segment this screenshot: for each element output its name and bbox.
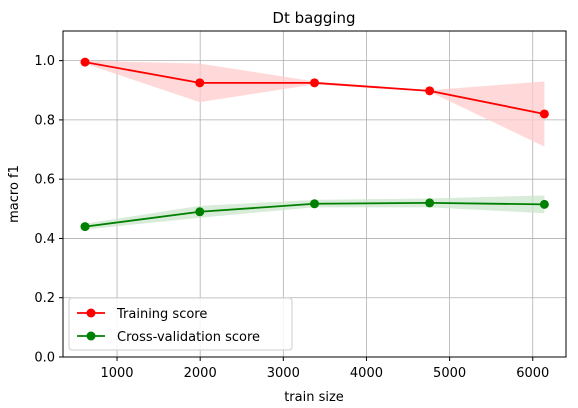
y-tick-label: 0.6 — [34, 173, 55, 188]
y-axis-ticks: 0.0 0.2 0.4 0.6 0.8 1.0 — [34, 54, 63, 366]
x-tick-label: 6000 — [516, 366, 549, 381]
x-tick-label: 5000 — [433, 366, 466, 381]
data-markers — [80, 57, 549, 232]
point-cross-validation — [195, 207, 205, 217]
plot-frame — [62, 30, 567, 358]
y-tick-label: 0.8 — [34, 113, 55, 128]
x-tick-label: 4000 — [350, 366, 383, 381]
y-tick-label: 0.0 — [34, 351, 55, 366]
point-cross-validation — [310, 199, 319, 209]
y-axis-label: macro f1 — [7, 165, 22, 223]
legend-label-training: Training score — [116, 307, 207, 322]
chart-title: Dt bagging — [272, 9, 355, 27]
x-tick-label: 2000 — [184, 366, 217, 381]
point-training — [425, 86, 435, 96]
x-axis-ticks: 1000 2000 3000 4000 5000 6000 — [100, 357, 549, 381]
point-cross-validation — [80, 222, 90, 232]
band-training — [85, 60, 545, 147]
point-training — [310, 78, 319, 88]
y-tick-label: 0.2 — [34, 291, 55, 306]
y-tick-label: 1.0 — [34, 54, 55, 69]
legend-frame — [68, 297, 293, 351]
legend-marker-training — [86, 308, 96, 318]
point-cross-validation — [539, 199, 549, 209]
legend-marker-cross-validation — [86, 331, 96, 341]
point-training — [195, 78, 205, 88]
x-tick-label: 3000 — [267, 366, 300, 381]
y-tick-label: 0.4 — [34, 232, 55, 247]
point-training — [80, 57, 90, 67]
x-tick-label: 1000 — [100, 366, 133, 381]
point-training — [539, 109, 549, 119]
legend-label-cross-validation: Cross-validation score — [117, 330, 260, 345]
point-cross-validation — [425, 198, 435, 208]
legend: Training score Cross-validation score — [68, 297, 293, 351]
x-axis-label: train size — [284, 390, 344, 405]
